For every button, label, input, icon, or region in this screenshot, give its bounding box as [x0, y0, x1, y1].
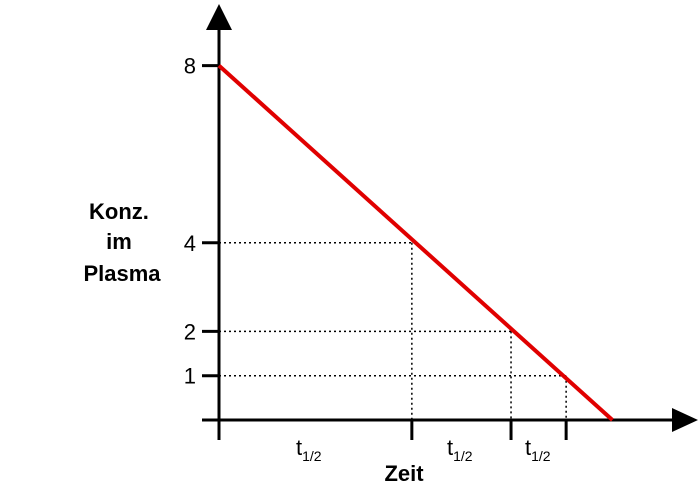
y-axis-label-line-1: Konz.	[89, 199, 149, 224]
x-axis-arrow	[672, 408, 698, 432]
y-axis-label-line-3: Plasma	[83, 261, 161, 286]
half-life-label-3: t1/2	[525, 435, 551, 464]
x-axis-label: Zeit	[384, 461, 424, 486]
y-tick-label-1: 1	[184, 364, 196, 389]
y-tick-label-8: 8	[184, 54, 196, 79]
series-line-1	[217, 64, 614, 422]
y-tick-label-2: 2	[184, 319, 196, 344]
y-tick-label-4: 4	[184, 231, 196, 256]
half-life-label-1: t1/2	[296, 435, 322, 464]
y-axis-arrow	[206, 4, 232, 30]
half-life-label-2: t1/2	[447, 435, 473, 464]
y-axis-label-line-2: im	[106, 229, 132, 254]
